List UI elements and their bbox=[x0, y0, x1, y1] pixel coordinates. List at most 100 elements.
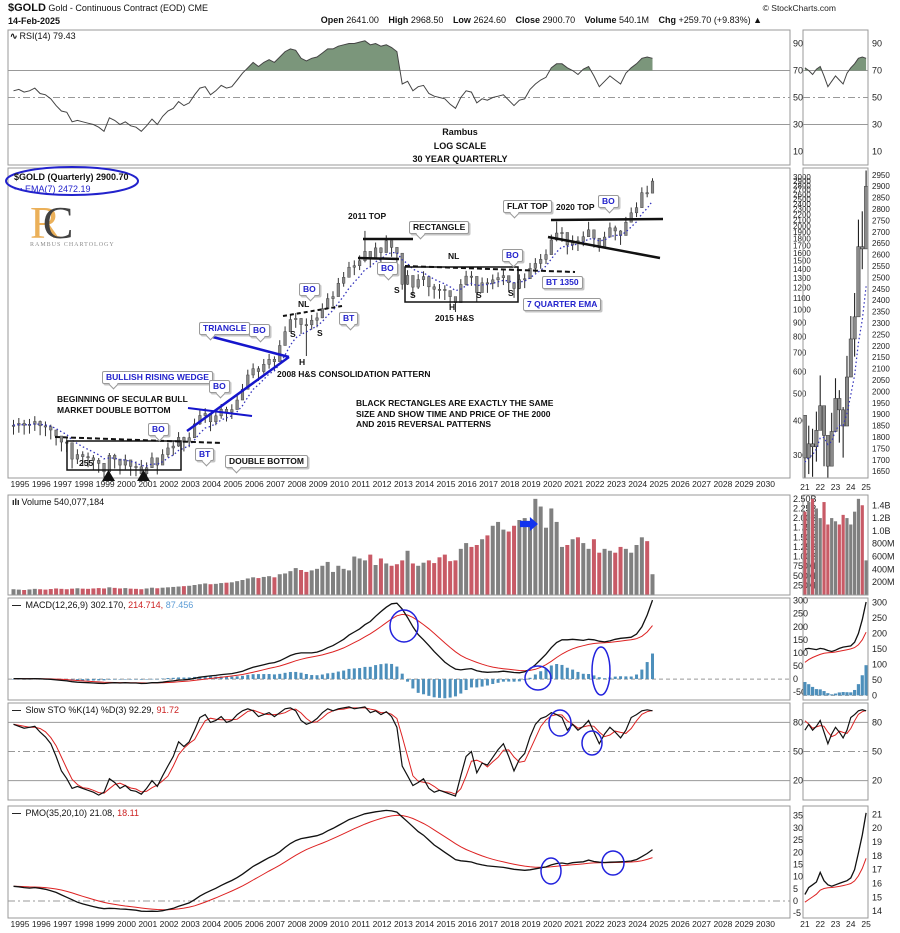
svg-text:20: 20 bbox=[872, 776, 882, 786]
svg-text:2200: 2200 bbox=[872, 342, 890, 351]
svg-text:21: 21 bbox=[800, 919, 810, 929]
svg-text:2700: 2700 bbox=[872, 228, 890, 237]
svg-text:2004: 2004 bbox=[202, 919, 221, 929]
svg-text:1996: 1996 bbox=[32, 479, 51, 489]
wedge-upper-line bbox=[208, 334, 290, 359]
svg-text:600M: 600M bbox=[872, 552, 895, 562]
svg-text:2008: 2008 bbox=[287, 919, 306, 929]
svg-text:16: 16 bbox=[872, 878, 882, 888]
svg-text:2005: 2005 bbox=[224, 479, 243, 489]
svg-text:25: 25 bbox=[793, 835, 803, 845]
svg-text:2009: 2009 bbox=[309, 479, 328, 489]
svg-text:2000: 2000 bbox=[117, 919, 136, 929]
svg-text:2800: 2800 bbox=[793, 181, 811, 190]
svg-text:2030: 2030 bbox=[756, 479, 775, 489]
svg-text:250: 250 bbox=[872, 613, 887, 623]
svg-text:1999: 1999 bbox=[96, 919, 115, 929]
svg-text:23: 23 bbox=[831, 919, 841, 929]
sto-panel: 80 50 20 bbox=[7, 702, 803, 801]
svg-text:50: 50 bbox=[793, 747, 803, 757]
svg-text:-50: -50 bbox=[793, 687, 806, 697]
svg-text:2022: 2022 bbox=[586, 919, 605, 929]
svg-text:2300: 2300 bbox=[793, 205, 811, 214]
chart-title: $GOLD Gold - Continuous Contract (EOD) C… bbox=[8, 2, 208, 14]
ann-bo-2002: BO bbox=[148, 423, 169, 436]
svg-text:2024: 2024 bbox=[628, 479, 647, 489]
svg-text:1995: 1995 bbox=[11, 479, 30, 489]
svg-text:2030: 2030 bbox=[756, 919, 775, 929]
svg-text:1650: 1650 bbox=[872, 467, 890, 476]
ann-2008-hs-label: 2008 H&S CONSOLIDATION PATTERN bbox=[277, 369, 431, 379]
svg-text:5: 5 bbox=[793, 884, 798, 894]
svg-text:2016: 2016 bbox=[458, 919, 477, 929]
svg-text:2250: 2250 bbox=[872, 330, 890, 339]
svg-text:1996: 1996 bbox=[32, 919, 51, 929]
svg-text:80: 80 bbox=[793, 717, 803, 727]
ann-bt-2003: BT bbox=[195, 448, 215, 461]
svg-text:2014: 2014 bbox=[415, 479, 434, 489]
ann-bo-2020: BO bbox=[502, 249, 523, 262]
svg-text:1300: 1300 bbox=[793, 274, 811, 283]
svg-text:22: 22 bbox=[815, 919, 825, 929]
svg-text:1700: 1700 bbox=[793, 242, 811, 251]
svg-text:2400: 2400 bbox=[872, 296, 890, 305]
sto-ellipse-2 bbox=[581, 730, 603, 756]
symbol-description: Gold - Continuous Contract (EOD) CME bbox=[48, 3, 208, 13]
svg-text:2001: 2001 bbox=[138, 919, 157, 929]
svg-text:50: 50 bbox=[793, 93, 803, 103]
svg-text:1999: 1999 bbox=[96, 479, 115, 489]
svg-text:23: 23 bbox=[831, 482, 841, 492]
svg-text:2011: 2011 bbox=[352, 479, 371, 489]
svg-text:2100: 2100 bbox=[793, 216, 811, 225]
line-2020-lower bbox=[547, 235, 661, 260]
svg-text:2100: 2100 bbox=[872, 365, 890, 374]
ann-bo-2024: BO bbox=[598, 195, 619, 208]
mini-sto-panel: 80 50 20 bbox=[802, 702, 882, 801]
svg-text:1.2B: 1.2B bbox=[872, 513, 891, 523]
svg-text:2800: 2800 bbox=[872, 205, 890, 214]
svg-text:2024: 2024 bbox=[628, 919, 647, 929]
svg-text:100: 100 bbox=[793, 648, 808, 658]
svg-text:2011: 2011 bbox=[352, 919, 371, 929]
line-2020-flat-top bbox=[550, 217, 664, 222]
svg-text:2025: 2025 bbox=[650, 479, 669, 489]
svg-text:0: 0 bbox=[872, 690, 877, 700]
svg-text:14: 14 bbox=[872, 906, 882, 916]
macd-cross-ellipse-1 bbox=[389, 609, 419, 643]
ann-s2-2015: S bbox=[410, 290, 416, 300]
svg-text:2010: 2010 bbox=[330, 919, 349, 929]
svg-text:1500: 1500 bbox=[793, 257, 811, 266]
symbol: $GOLD bbox=[8, 2, 46, 14]
ann-rectangle: RECTANGLE bbox=[409, 221, 470, 234]
pmo-legend: — PMO(35,20,10) 21.08, 18.11 bbox=[12, 808, 139, 818]
ann-bo-2011: BO bbox=[377, 262, 398, 275]
ohlc-readout: Open 2641.00 High 2968.50 Low 2624.60 Cl… bbox=[320, 15, 762, 25]
svg-text:30: 30 bbox=[793, 120, 803, 130]
ann-bo-2007: BO bbox=[249, 324, 270, 337]
svg-text:2600: 2600 bbox=[793, 190, 811, 199]
svg-text:2500: 2500 bbox=[793, 195, 811, 204]
svg-text:1900: 1900 bbox=[872, 410, 890, 419]
mini-macd-panel: 300 250 200 150 100 50 0 bbox=[802, 597, 887, 701]
neckline-2015 bbox=[404, 265, 576, 273]
line-2011-bottom bbox=[357, 256, 400, 261]
rsi-legend: ∿ RSI(14) 79.43 bbox=[10, 31, 76, 41]
svg-text:100: 100 bbox=[872, 659, 887, 669]
svg-text:2022: 2022 bbox=[586, 479, 605, 489]
ann-double-bottom: DOUBLE BOTTOM bbox=[225, 455, 308, 468]
svg-text:2001: 2001 bbox=[138, 479, 157, 489]
svg-text:700: 700 bbox=[793, 349, 807, 358]
svg-text:2029: 2029 bbox=[735, 479, 754, 489]
svg-text:400M: 400M bbox=[872, 564, 895, 574]
svg-text:2750: 2750 bbox=[872, 216, 890, 225]
svg-text:2009: 2009 bbox=[309, 919, 328, 929]
ann-nl-2008: NL bbox=[298, 299, 310, 309]
ann-bo-2009: BO bbox=[299, 283, 320, 296]
svg-text:2050: 2050 bbox=[872, 376, 890, 385]
legend-circle bbox=[5, 166, 139, 196]
svg-text:18: 18 bbox=[872, 851, 882, 861]
ann-s4-2015: S bbox=[508, 288, 514, 298]
wedge-lower-line bbox=[186, 355, 290, 433]
svg-text:-5: -5 bbox=[793, 908, 801, 918]
